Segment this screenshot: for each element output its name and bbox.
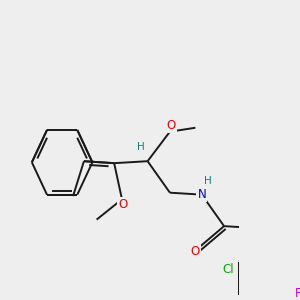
Text: F: F — [295, 286, 300, 299]
Text: O: O — [118, 198, 128, 211]
Text: Cl: Cl — [222, 263, 234, 276]
Text: H: H — [137, 142, 145, 152]
Text: O: O — [167, 119, 176, 132]
Text: H: H — [204, 176, 212, 186]
Text: O: O — [191, 245, 200, 258]
Text: N: N — [197, 188, 206, 201]
